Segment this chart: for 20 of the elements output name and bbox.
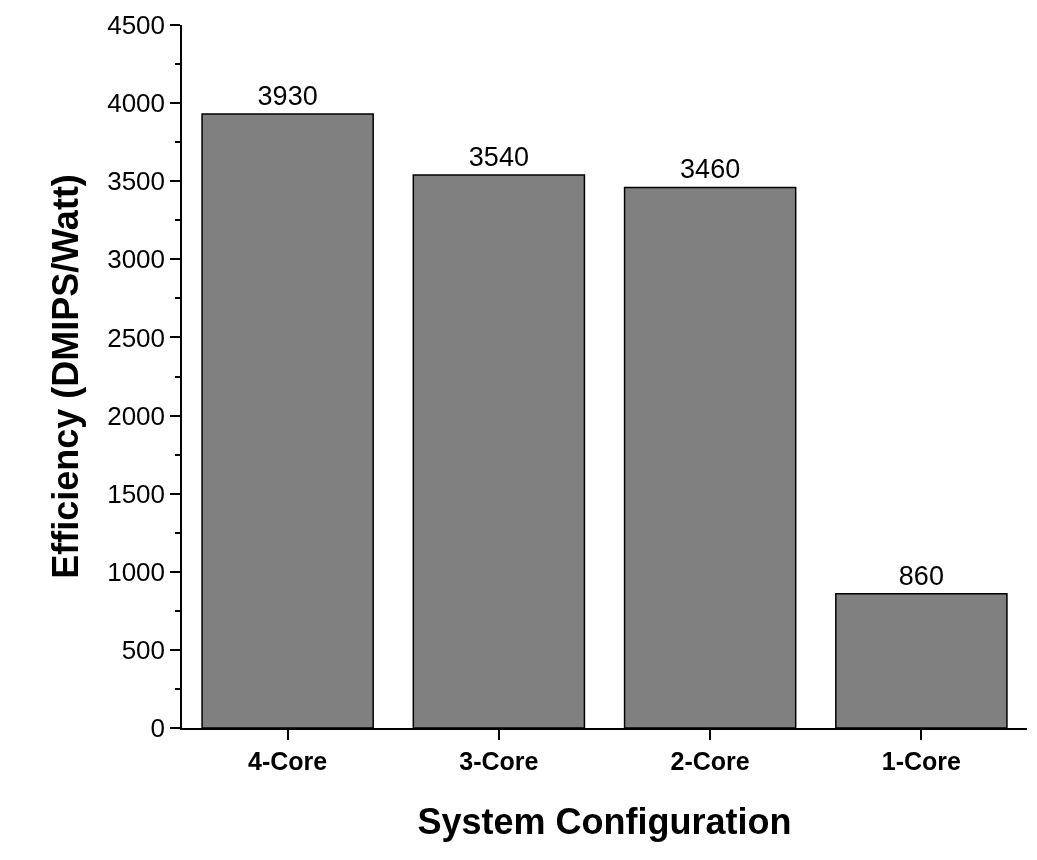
x-axis-title: System Configuration: [417, 800, 792, 842]
x-tick-label: 1-Core: [881, 746, 962, 775]
data-label: 860: [898, 560, 944, 591]
x-tick-label: 4-Core: [248, 746, 328, 775]
y-tick-label: 500: [121, 634, 166, 665]
y-tick-label: 1000: [107, 556, 166, 587]
y-tick-label: 0: [150, 713, 166, 744]
y-tick-label: 2500: [107, 322, 166, 353]
data-label: 3930: [257, 81, 318, 112]
y-tick-label: 3500: [107, 166, 166, 197]
x-tick-label: 2-Core: [670, 746, 750, 775]
data-label: 3540: [468, 141, 529, 172]
y-tick-label: 1500: [107, 478, 166, 509]
data-label: 3460: [680, 154, 741, 185]
y-tick-label: 4000: [107, 88, 166, 119]
y-tick-label: 3000: [107, 244, 166, 275]
y-axis-title: Efficiency (DMIPS/Watt): [44, 174, 86, 579]
y-tick-label: 2000: [107, 400, 166, 431]
x-tick-label: 3-Core: [459, 746, 539, 775]
y-tick-label: 4500: [107, 10, 166, 41]
